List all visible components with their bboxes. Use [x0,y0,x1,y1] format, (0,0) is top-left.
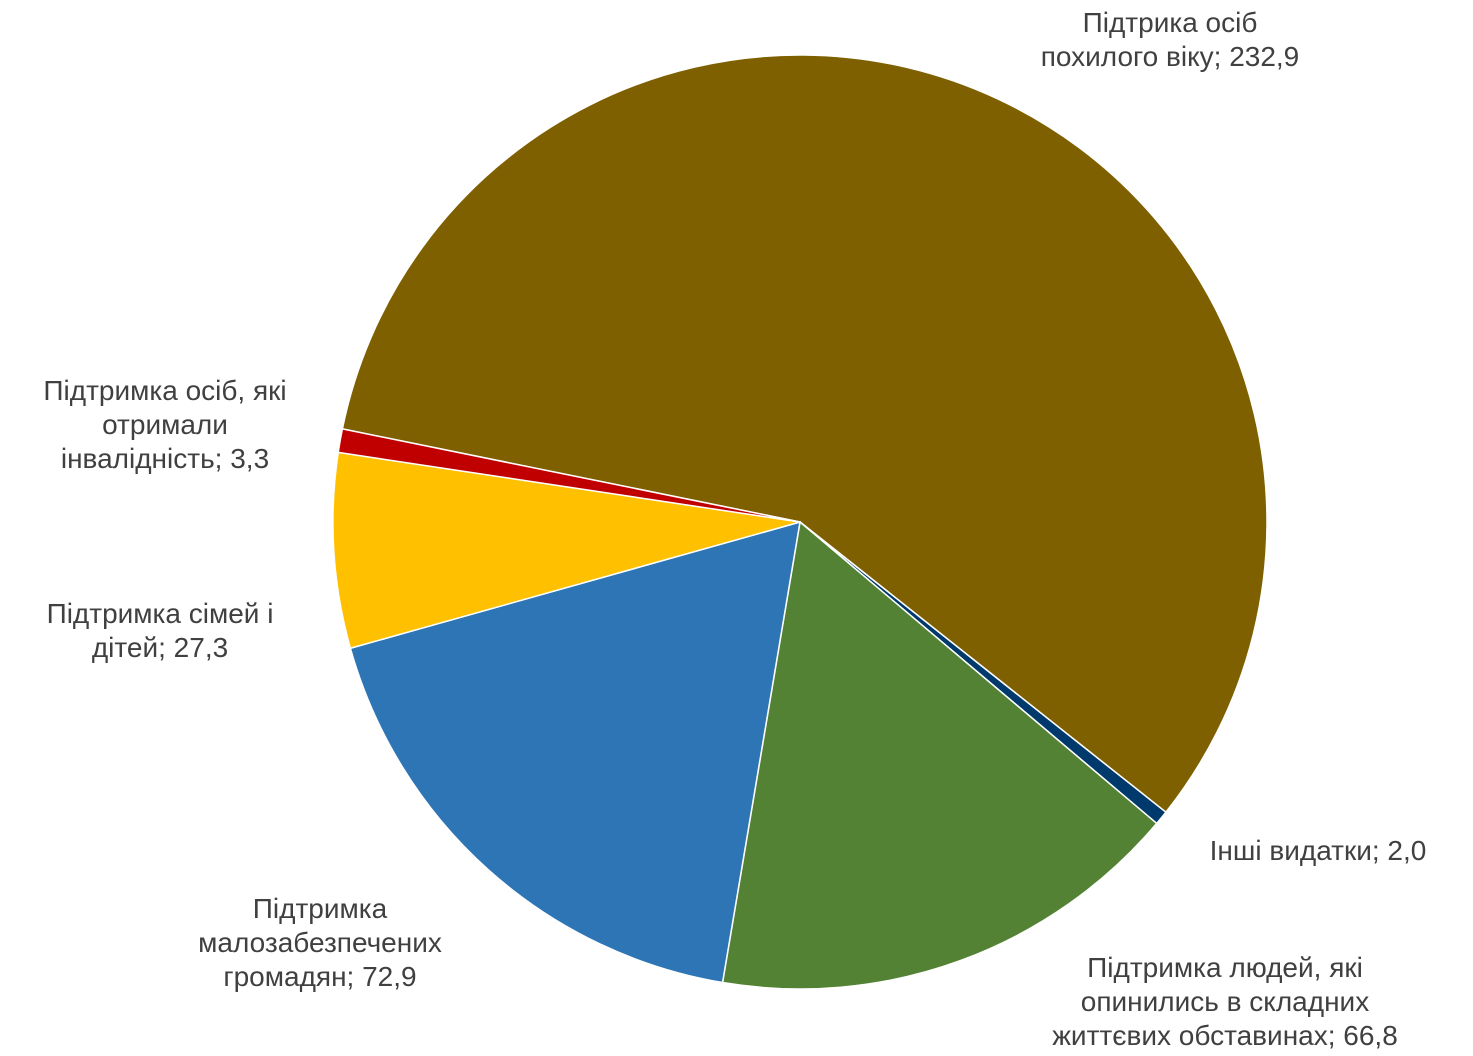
label-line: отримали [102,409,228,440]
pie-slice-1 [341,54,1268,814]
label-line: інвалідність; 3,3 [61,443,269,474]
label-line: Підтримка сімей і [47,598,274,629]
label-slice-6: Підтримка осіб, які отримали інвалідність;… [43,375,286,474]
pie-slices [332,54,1268,990]
label-slice-5: Підтримка сімей і дітей; 27,3 [47,598,274,663]
label-line: малозабезпечених [198,927,442,958]
pie-slice-4 [349,520,801,984]
label-slice-1: Підтрика осіб похилого віку; 232,9 [1041,7,1300,72]
label-slice-2: Інші видатки; 2,0 [1210,835,1427,866]
label-line: Підтримка людей, які [1087,952,1363,983]
label-line: Інші видатки; 2,0 [1210,835,1427,866]
label-slice-4: Підтримка малозабезпечених громадян; 72,9 [198,893,442,992]
pie-slice-3 [721,520,1158,990]
label-line: громадян; 72,9 [223,961,416,992]
label-line: життєвих обставинах; 66,8 [1052,1020,1398,1051]
pie-slice-5 [332,451,801,650]
label-line: похилого віку; 232,9 [1041,41,1300,72]
pie-slice-6 [337,428,801,523]
label-slice-3: Підтримка людей, які опинились в складних… [1052,952,1398,1051]
label-line: Підтрика осіб [1083,7,1258,38]
label-line: дітей; 27,3 [92,632,228,663]
label-line: опинились в складних [1081,986,1369,1017]
label-line: Підтримка осіб, які [43,375,286,406]
label-line: Підтримка [253,893,388,924]
slice-labels: Підтрика осіб похилого віку; 232,9 Інші ви… [43,7,1426,1051]
